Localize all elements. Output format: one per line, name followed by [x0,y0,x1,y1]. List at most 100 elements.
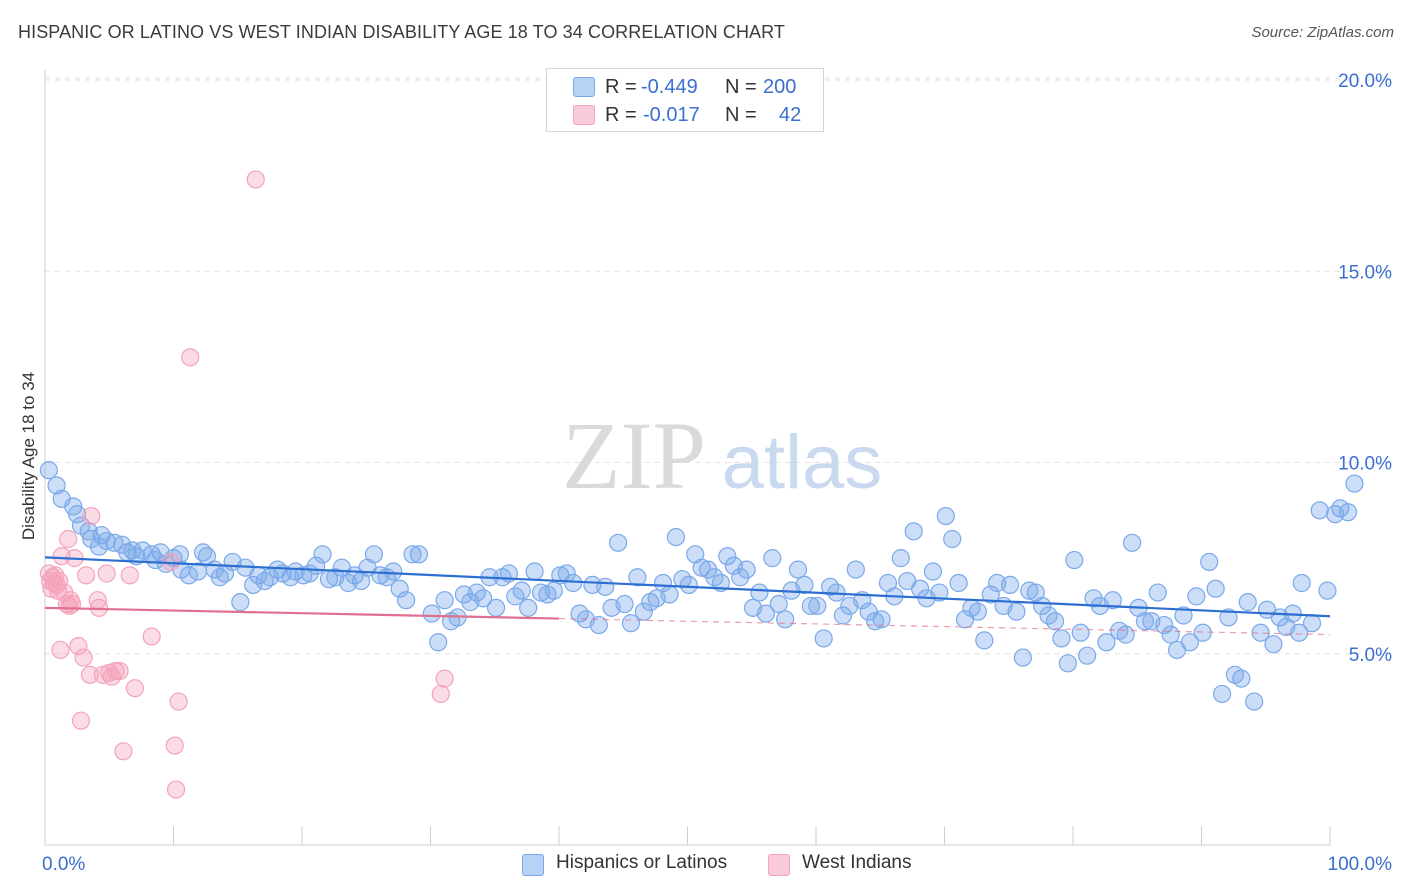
hispanic-point [756,604,775,623]
hispanic-point [544,581,563,600]
hispanic-point [653,573,673,593]
hispanic-point [872,610,891,629]
source-label: Source: ZipAtlas.com [1251,24,1394,41]
hispanic-point [981,585,1000,604]
hispanic-point [628,568,647,587]
hispanic-point [1148,583,1167,602]
west-indian-point [51,640,70,660]
hispanic-point [39,461,58,480]
legend-label-west-indian: West Indians [802,852,912,873]
west-indian-point [431,684,450,704]
hispanic-point [231,593,250,612]
hispanic-point [943,529,962,549]
hispanic-point [718,547,737,566]
hispanic-point [1206,579,1225,598]
hispanic-point [1193,623,1212,642]
hispanic-point [814,629,833,648]
hispanic-point [474,589,493,608]
hispanic-point [525,562,544,581]
legend-swatch-west-indian [768,854,790,876]
hispanic-point [133,541,152,560]
hispanic-point [313,545,332,564]
stats-legend: R = -0.449 N = 200 R = -0.017 N = 42 [546,68,824,132]
trend-lines [44,556,1331,636]
hispanic-point [364,545,384,564]
legend-swatch-hispanic [573,77,595,97]
hispanic-point [82,529,101,549]
x-tick-label: 100.0% [1328,854,1393,875]
watermark: ZIP atlas [562,402,882,509]
west-indian-point [166,780,186,799]
hispanic-point [737,560,756,579]
west-indian-point [435,669,454,688]
y-tick-labels: 5.0% 10.0% 15.0% 20.0% [1338,71,1392,666]
hispanic-point [801,596,820,616]
west-indian-point [71,711,91,730]
hispanic-point [435,591,454,610]
west-indian-trend-line-dashed [558,617,1331,636]
legend-label-hispanic: Hispanics or Latinos [556,852,728,873]
hispanic-point [1097,633,1116,652]
west-indian-point [114,742,133,761]
legend-n-value: 42 [779,104,802,126]
west-indian-point [125,679,145,698]
hispanic-point [679,575,698,595]
hispanic-point [923,562,943,581]
hispanic-point [1155,615,1174,635]
hispanic-point [692,558,711,577]
hispanic-point [1200,552,1219,572]
west-indian-point [142,627,161,646]
watermark-zip: ZIP [562,402,706,509]
chart-title: HISPANIC OR LATINO VS WEST INDIAN DISABI… [18,22,786,42]
hispanic-point [1345,474,1364,493]
hispanic-point [949,573,968,593]
hispanic-point [1116,625,1135,644]
hispanic-point [564,573,583,593]
hispanic-point [589,615,608,635]
west-indian-point [77,566,96,585]
hispanic-point [891,549,910,568]
hispanic-point [1290,623,1309,642]
hispanic-point [512,581,531,600]
hispanic-point [1045,612,1065,631]
x-tick-label: 0.0% [42,854,85,875]
hispanic-point [1318,581,1337,600]
hispanic-point [68,505,87,524]
hispanic-point [429,633,448,652]
west-indian-point [120,566,139,585]
x-tick-labels: 0.0% 100.0% [42,854,1392,875]
hispanic-point [396,591,416,610]
west-indian-point [74,648,93,667]
west-indian-point [80,665,100,684]
hispanic-point [1212,684,1232,704]
west-indian-point [169,692,188,711]
hispanic-point [1000,575,1020,595]
legend-swatch-hispanic [522,854,544,876]
hispanic-point [403,545,422,564]
watermark-atlas: atlas [722,420,883,505]
hispanic-point [486,598,506,617]
hispanic-point [615,594,634,614]
west-indian-point [62,594,82,614]
hispanic-point [47,476,66,495]
hispanic-point [1338,503,1358,522]
legend-n-label: N = [725,104,757,126]
hispanic-point [384,562,403,581]
hispanic-point [244,575,263,595]
hispanic-point [1232,669,1251,688]
hispanic-point [1238,593,1257,612]
hispanic-point [390,579,409,598]
hispanic-point [1020,581,1039,600]
hispanic-point [660,585,679,604]
legend-r-value: -0.017 [643,104,700,126]
hispanic-point [1123,533,1142,552]
hispanic-point [519,598,538,617]
y-tick-label: 5.0% [1349,645,1392,666]
hispanic-point [788,560,808,579]
hispanic-point [1174,606,1193,625]
hispanic-point [294,566,313,585]
hispanic-point [846,560,865,579]
west-indian-point [106,661,125,681]
legend-r-label: R = [605,104,637,126]
